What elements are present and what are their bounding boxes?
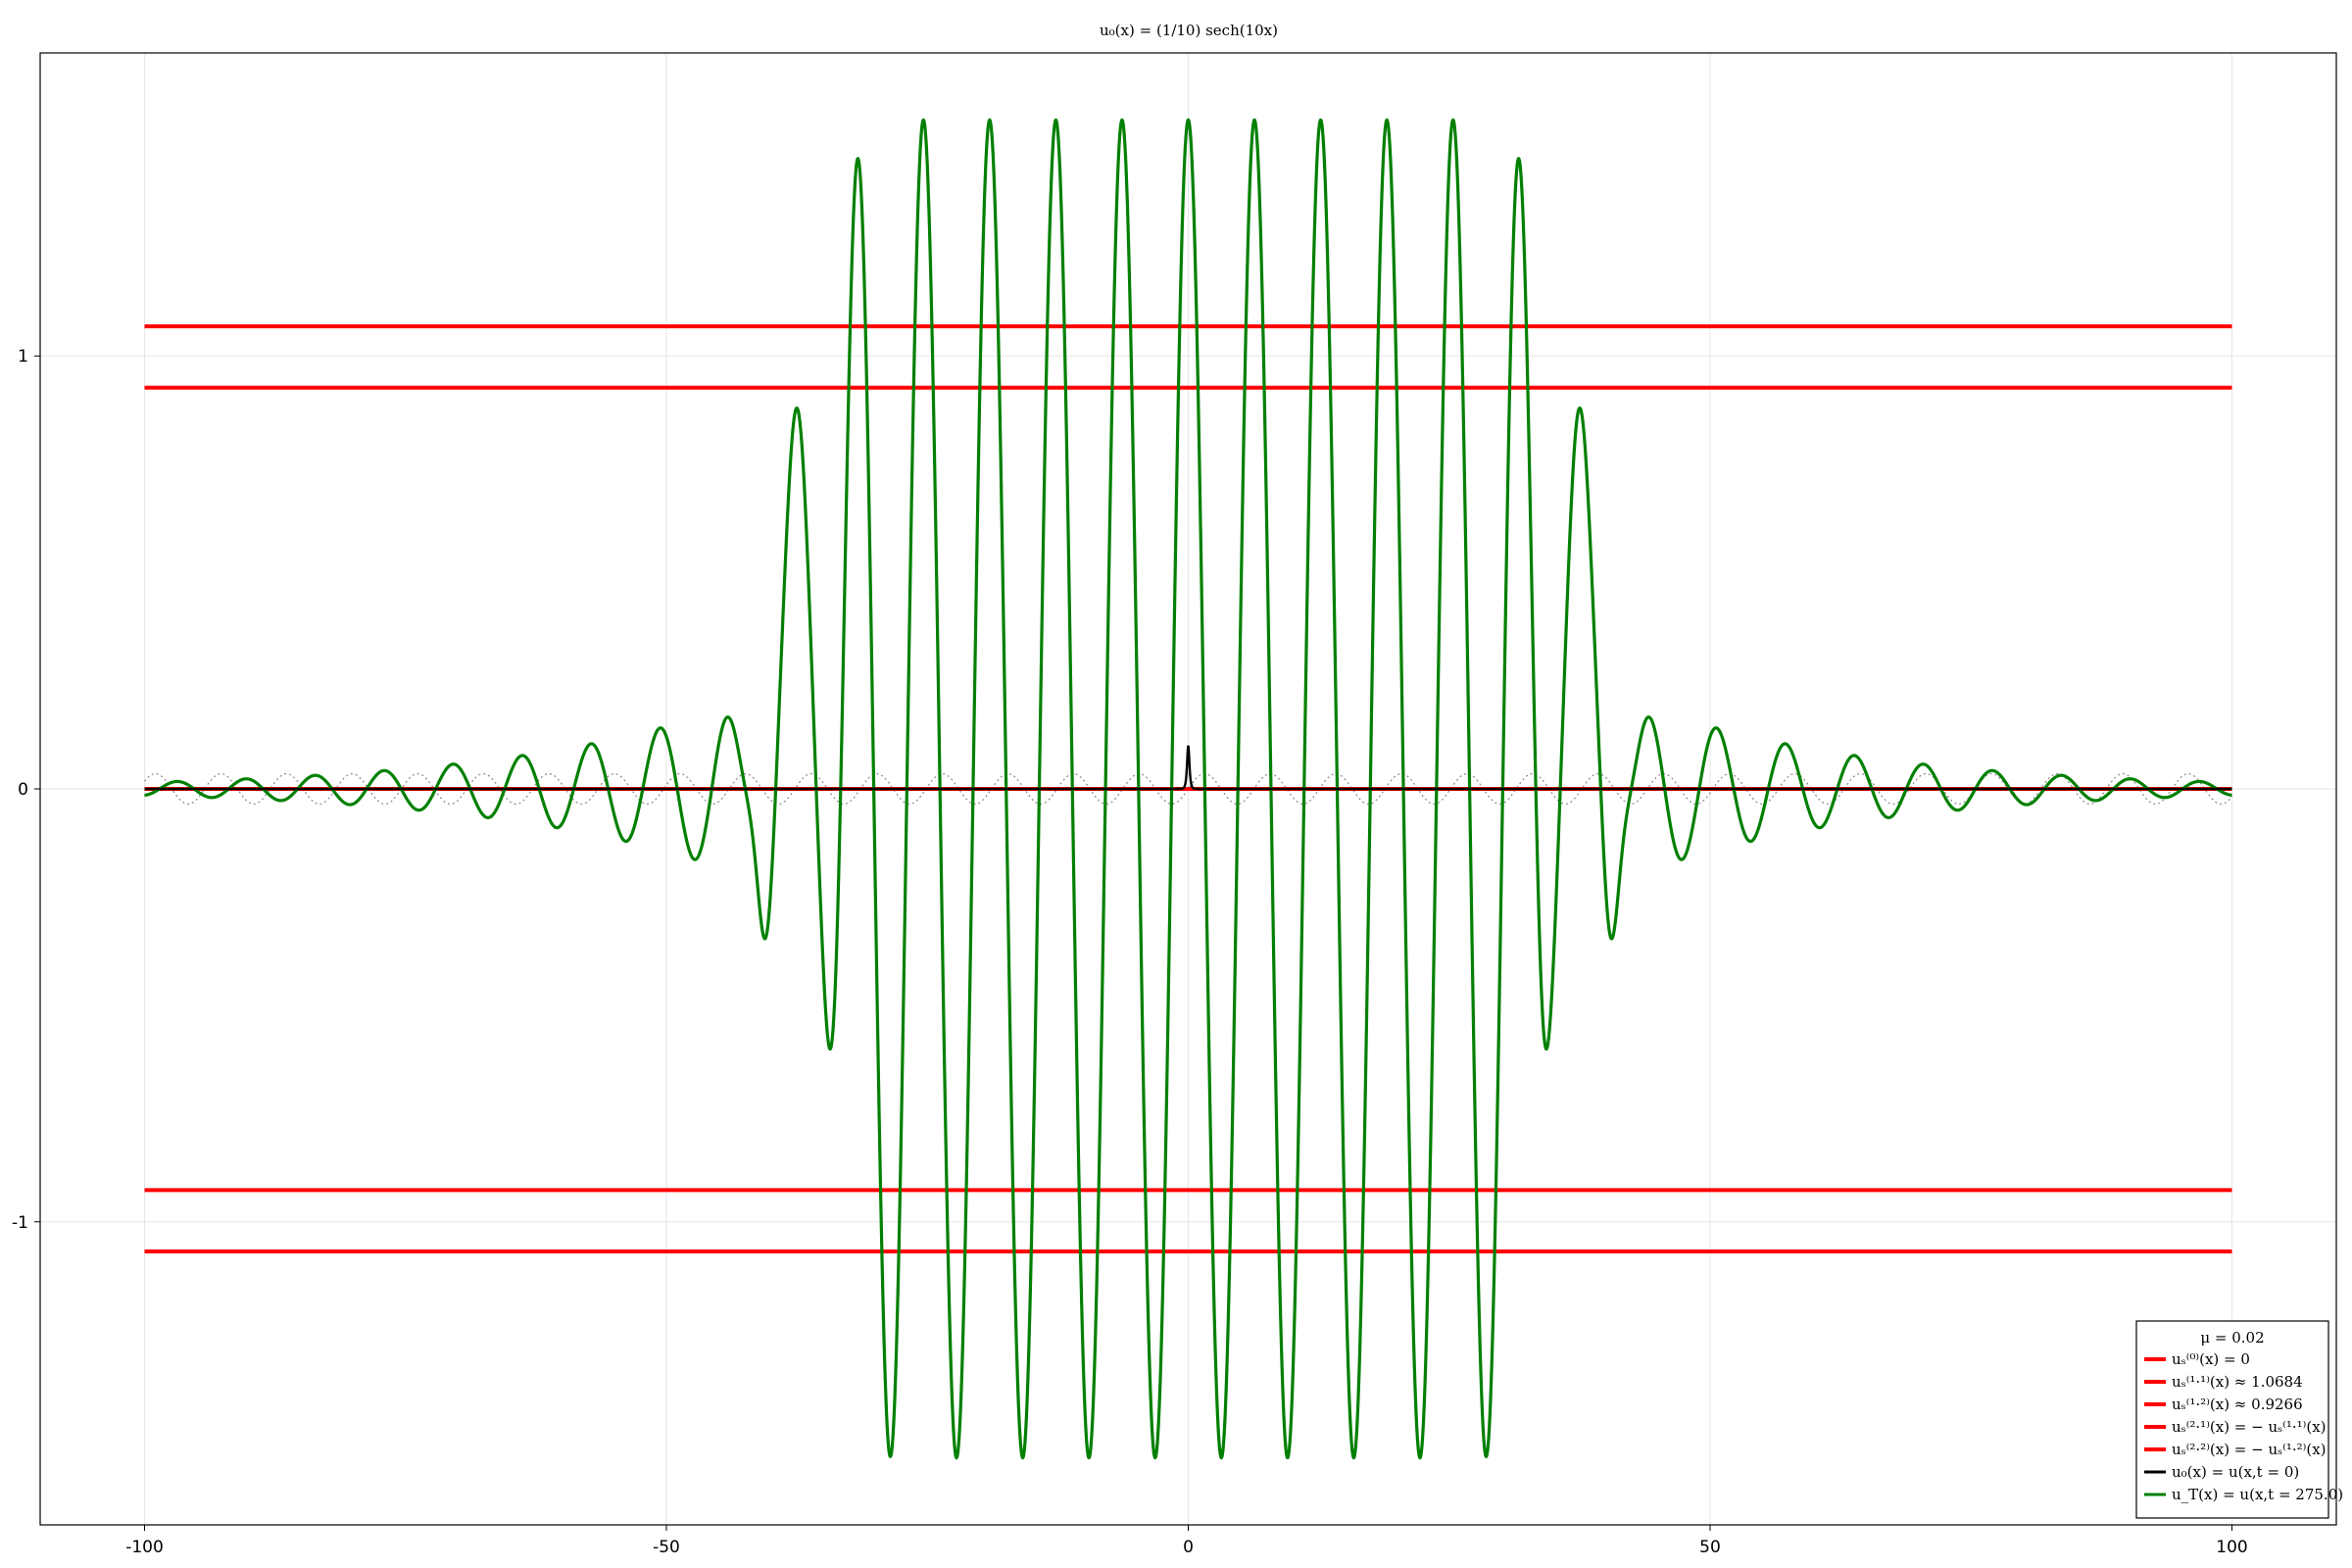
legend-label: uₛ⁽¹·²⁾(x) ≈ 0.9266: [2172, 1396, 2303, 1413]
series-layer: [144, 118, 2232, 1460]
axis-ticks: -100 -50 0 50 100 -1 0 1: [12, 347, 2248, 1557]
legend-box: [2135, 1320, 2329, 1519]
legend: μ = 0.02 uₛ⁽⁰⁾(x) = 0 uₛ⁽¹·¹⁾(x) ≈ 1.0684…: [2135, 1320, 2343, 1519]
legend-label: u₀(x) = u(x,t = 0): [2172, 1463, 2299, 1481]
y-tick-label: 0: [18, 780, 28, 800]
x-tick-label: -100: [125, 1538, 164, 1557]
series-initial-condition: [144, 745, 2232, 791]
legend-label: uₛ⁽¹·¹⁾(x) ≈ 1.0684: [2172, 1373, 2303, 1391]
legend-label: uₛ⁽⁰⁾(x) = 0: [2172, 1350, 2250, 1368]
series-green-wave: [144, 118, 2232, 1460]
legend-label: uₛ⁽²·²⁾(x) = − uₛ⁽¹·²⁾(x): [2172, 1441, 2327, 1458]
series-dotted-line: [144, 772, 2232, 806]
legend-title: μ = 0.02: [2200, 1329, 2264, 1347]
x-tick-label: 0: [1183, 1538, 1194, 1557]
y-tick-label: 1: [18, 347, 28, 367]
legend-label: u_T(x) = u(x,t = 275.0): [2172, 1486, 2343, 1503]
x-tick-label: 100: [2216, 1538, 2247, 1557]
x-tick-label: 50: [1699, 1538, 1721, 1557]
x-tick-label: -50: [653, 1538, 680, 1557]
chart-title: u₀(x) = (1/10) sech(10x): [1100, 22, 1278, 39]
legend-label: uₛ⁽²·¹⁾(x) = − uₛ⁽¹·¹⁾(x): [2172, 1418, 2327, 1436]
y-tick-label: -1: [12, 1213, 28, 1233]
